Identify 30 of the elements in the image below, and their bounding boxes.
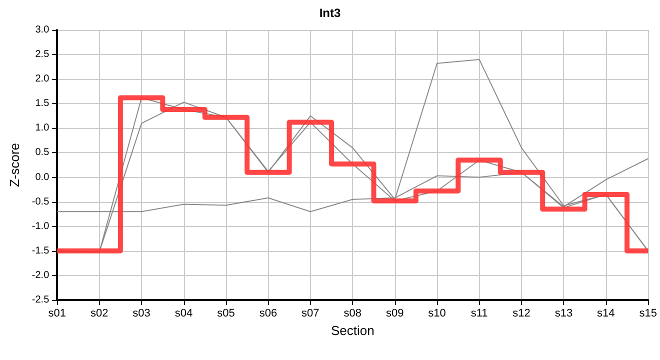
x-tick-label: s06 [259, 308, 278, 320]
y-tick-label: -0.5 [32, 196, 50, 208]
x-tick-label: s14 [597, 308, 615, 320]
y-tick-label: 2.0 [35, 74, 50, 85]
x-axis-title: Section [330, 323, 374, 338]
y-tick-label: 2.5 [35, 49, 50, 60]
x-tick-label: s12 [512, 308, 530, 320]
x-tick-label: s15 [639, 308, 658, 320]
x-tick-label: s02 [90, 308, 108, 320]
y-tick-label: -2.0 [32, 270, 50, 281]
x-tick-label: s13 [554, 308, 573, 320]
x-tick-label: s01 [48, 308, 66, 320]
y-tick-label: 0.0 [35, 172, 50, 183]
y-tick-label: -2.5 [32, 294, 50, 306]
y-tick-label: -1.0 [32, 220, 50, 232]
x-tick-label: s10 [428, 308, 446, 320]
y-tick-label: 0.5 [35, 147, 50, 158]
x-tick-label: s05 [217, 308, 235, 320]
y-tick-label: 1.0 [35, 122, 50, 134]
x-tick-label: s09 [386, 308, 404, 320]
y-axis-title: Z-score [7, 142, 22, 188]
y-tick-label: -1.5 [32, 245, 50, 256]
y-tick-label: 3.0 [35, 24, 50, 36]
x-tick-label: s07 [302, 308, 320, 320]
chart-title: Int3 [319, 6, 341, 20]
x-tick-label: s11 [470, 308, 488, 320]
x-tick-label: s03 [132, 308, 150, 320]
y-tick-label: 1.5 [35, 98, 50, 110]
x-tick-label: s04 [174, 308, 193, 320]
x-tick-label: s08 [344, 308, 362, 320]
